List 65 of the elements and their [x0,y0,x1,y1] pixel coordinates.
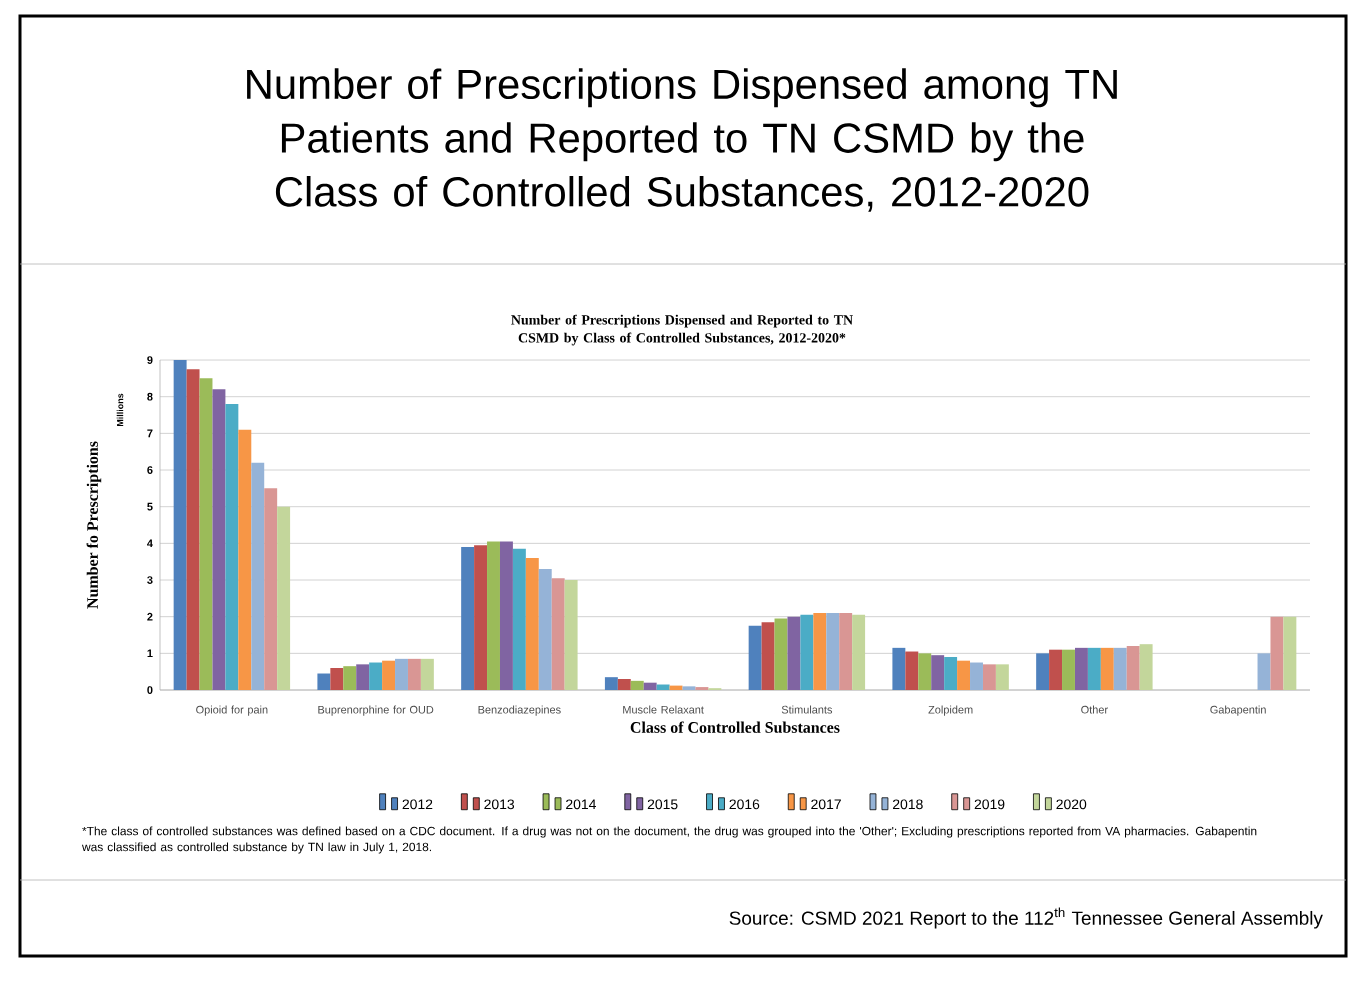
bar [1062,649,1075,691]
bar [669,685,683,691]
bar [918,653,932,691]
bar [369,662,383,691]
bar [1074,647,1088,691]
bar [317,673,331,691]
bar [1257,653,1271,691]
bar [1139,644,1153,691]
bar [277,506,291,691]
bar [982,664,996,691]
bar [251,462,265,691]
bar [1087,647,1101,691]
bar [225,404,239,691]
bar [761,622,775,691]
bar [199,378,213,691]
bar [1036,653,1050,691]
bar [474,545,488,691]
bar [499,541,513,691]
bar [1049,649,1063,691]
bar [787,616,801,691]
bar [382,660,396,691]
bar [630,680,644,691]
bar [238,429,252,691]
source-note: Source: CSMD 2021 Report to the 112$^{th}$ Tennessee General Assembly [729,907,1323,929]
bar [173,360,187,691]
bar [461,547,475,691]
bar [970,662,983,691]
bar [212,389,226,691]
bar [1113,647,1127,691]
bar [826,613,840,691]
bar [356,664,370,691]
bar [800,614,814,691]
bar [407,658,421,691]
bar [995,664,1009,691]
bar [813,613,827,691]
bar [1270,616,1284,691]
chart-title: Number of Prescriptions Dispensed among TN Patients and Reported to TN CSMD by the Class of Controlled Substances, 2012-2020 [247,68,1117,212]
bar [420,658,434,691]
bar [1283,616,1297,691]
bar [186,369,200,691]
bar [551,578,565,691]
bar [748,625,762,691]
bar [1126,646,1140,691]
bar [643,682,657,691]
bar [525,558,539,691]
bar [839,613,853,691]
bar [395,658,408,691]
bar [604,677,618,691]
bar [564,580,578,691]
bar [957,660,971,691]
bar [852,614,866,691]
bar [343,666,357,691]
bar [931,655,945,691]
bar [905,651,919,691]
bar [1100,647,1114,691]
bar [487,541,500,691]
bar [944,657,958,691]
bar [656,684,670,691]
bar [330,668,344,691]
bar [512,548,526,691]
bar [264,488,278,691]
bar [774,618,788,691]
bar [617,679,631,691]
bar [538,569,552,691]
bar [892,647,906,691]
